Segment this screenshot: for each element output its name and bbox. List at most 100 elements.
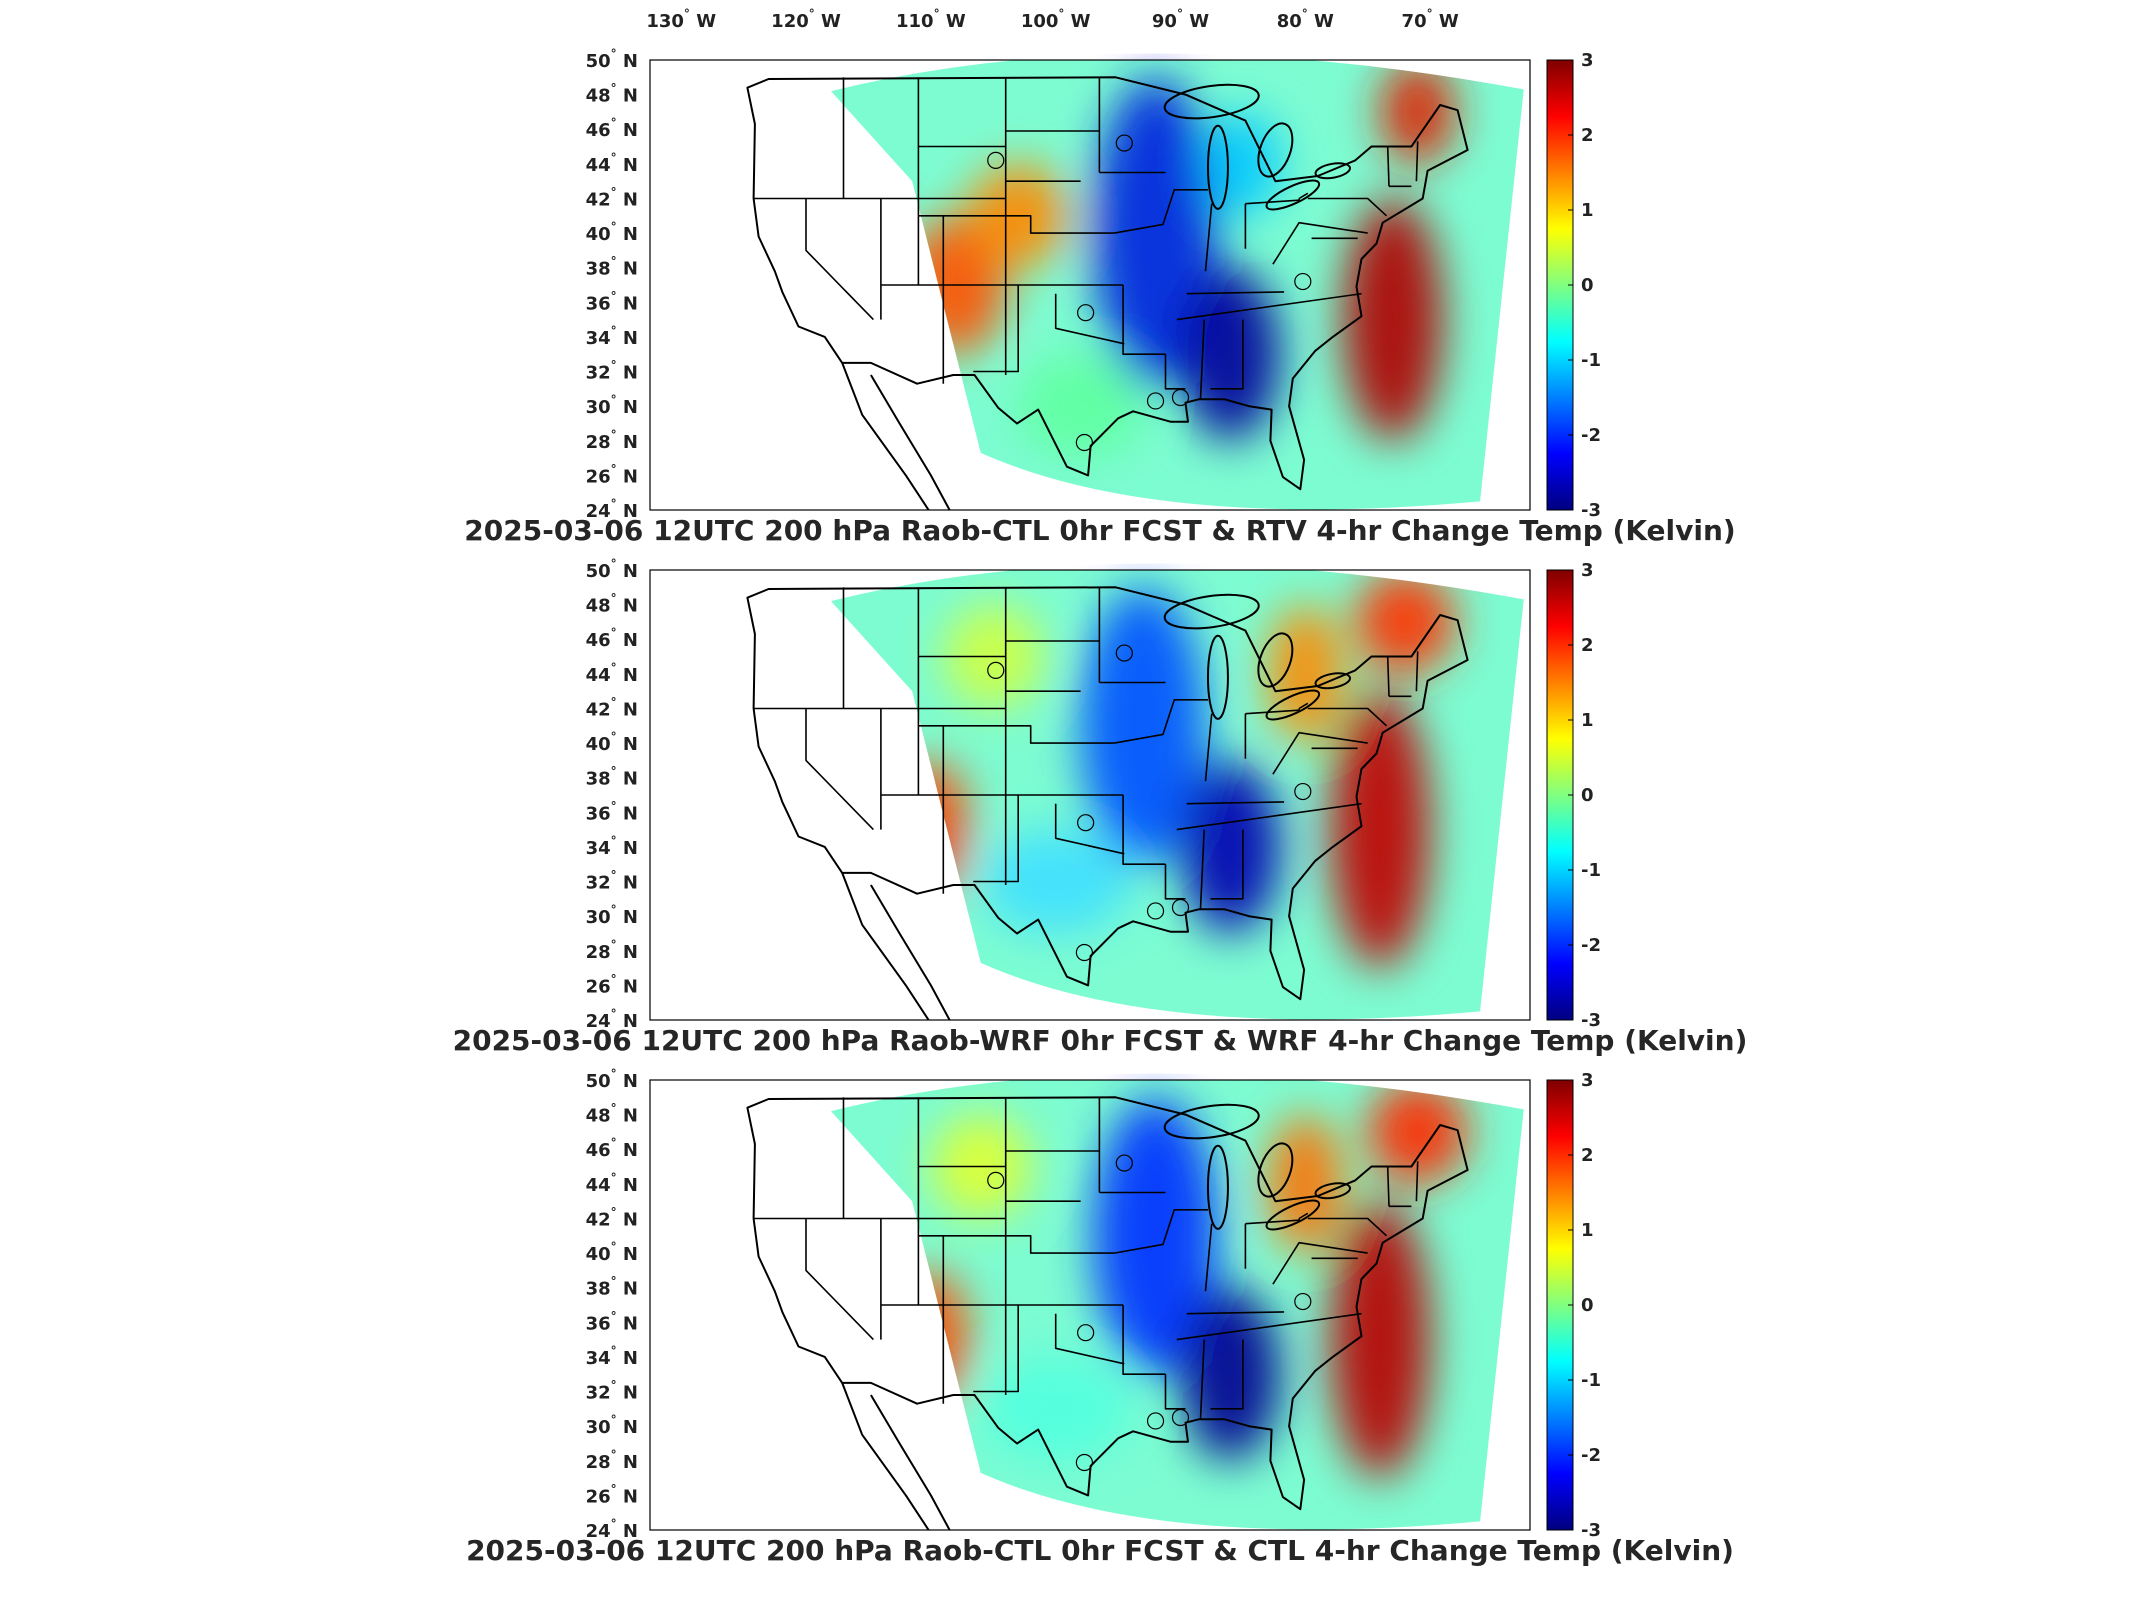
lat-tick-label: 24° N: [586, 497, 638, 522]
lon-tick-label: 90° W: [1152, 7, 1209, 32]
state-border: [1204, 203, 1213, 272]
state-border: [1199, 829, 1205, 910]
state-border: [973, 285, 1019, 373]
anomaly-blob: [980, 1356, 1131, 1461]
state-border: [973, 1305, 1019, 1393]
raob-site-marker: [1294, 1292, 1312, 1311]
lat-tick-label: 50° N: [586, 1067, 638, 1092]
lat-tick-label: 30° N: [586, 1413, 638, 1438]
lat-tick-label: 24° N: [586, 1517, 638, 1542]
lat-tick-label: 44° N: [586, 151, 638, 176]
great-lake: [1265, 179, 1321, 211]
raob-site-marker: [1077, 1324, 1095, 1342]
state-border: [918, 215, 1115, 234]
us-outline: [746, 1096, 1469, 1511]
axes-frame: [649, 569, 1531, 1021]
great-lake: [1314, 672, 1352, 690]
lat-tick-label: 36° N: [586, 799, 638, 824]
lon-tick-label: 100° W: [1021, 7, 1091, 32]
state-border: [1054, 803, 1125, 855]
anomaly-blob: [1330, 691, 1431, 969]
boundaries: [746, 76, 1469, 510]
lat-tick-label: 42° N: [586, 695, 638, 720]
raob-site-marker: [1171, 388, 1190, 407]
lat-tick-label: 34° N: [586, 324, 638, 349]
state-border: [1164, 354, 1186, 390]
great-lake: [1206, 634, 1229, 720]
map-panel-2: 50° N 48° N 46° N 44° N 42° N 40° N 38° N 36° N…: [453, 557, 1748, 1057]
lat-tick-label: 40° N: [586, 730, 638, 755]
colorbar-tick-label: -1: [1581, 350, 1601, 371]
axes-frame: [649, 1079, 1531, 1531]
colorbar: 3 2 1 0 -1 -2 -3: [1546, 560, 1601, 1031]
great-lake: [1163, 1103, 1260, 1140]
mexico-coast: [870, 884, 951, 1020]
lat-tick-label: 50° N: [586, 557, 638, 582]
lat-tick-label: 30° N: [586, 393, 638, 418]
great-lake: [1314, 162, 1352, 180]
map-panel-1: 50° N 48° N 46° N 44° N 42° N 40° N 38° N 36° N…: [464, 7, 1735, 547]
state-border: [973, 795, 1019, 883]
colorbar-tick-label: 2: [1581, 125, 1594, 146]
state-border: [1298, 1212, 1309, 1220]
state-border: [1245, 198, 1300, 205]
great-lake: [1265, 1199, 1321, 1231]
state-border: [1307, 197, 1388, 217]
raob-site-marker: [987, 1171, 1005, 1189]
panel-title: 2025-03-06 12UTC 200 hPa Raob-WRF 0hr FC…: [453, 1024, 1748, 1057]
great-lake: [1206, 124, 1229, 210]
mexico-coast: [870, 1394, 951, 1530]
axes-frame: [649, 59, 1531, 511]
state-border: [1204, 713, 1213, 782]
raob-site-marker: [987, 151, 1005, 169]
state-border: [1272, 731, 1368, 775]
state-border: [1114, 1209, 1208, 1254]
state-border: [1245, 708, 1300, 715]
raob-site-marker: [1146, 392, 1165, 410]
state-border: [1210, 319, 1244, 390]
anomaly-blob: [1367, 1080, 1468, 1184]
raob-site-marker: [1077, 304, 1095, 322]
state-border: [1122, 795, 1166, 865]
panel-title: 2025-03-06 12UTC 200 hPa Raob-CTL 0hr FC…: [466, 1534, 1734, 1567]
state-border: [918, 725, 1115, 744]
lat-tick-label: 30° N: [586, 903, 638, 928]
raob-site-marker: [1294, 782, 1312, 801]
lat-tick-label: 46° N: [586, 626, 638, 651]
colorbar-tick-label: -1: [1581, 860, 1601, 881]
state-border: [1122, 1305, 1166, 1375]
lat-tick-label: 50° N: [586, 47, 638, 72]
colorbar-tick-label: 2: [1581, 1145, 1594, 1166]
anomaly-blob: [1380, 60, 1456, 164]
panel-title: 2025-03-06 12UTC 200 hPa Raob-CTL 0hr FC…: [464, 514, 1735, 547]
colorbar-tick-label: 2: [1581, 635, 1594, 656]
state-border: [1199, 319, 1205, 400]
lat-tick-label: 36° N: [586, 289, 638, 314]
state-border: [1122, 285, 1166, 355]
colorbar-tick-label: -3: [1581, 1010, 1601, 1031]
lat-tick-label: 46° N: [586, 116, 638, 141]
state-border: [805, 198, 874, 321]
colorbar-tick-label: -3: [1581, 500, 1601, 521]
us-outline: [746, 76, 1469, 491]
lat-tick-label: 26° N: [586, 462, 638, 487]
anomaly-blob: [1093, 1097, 1218, 1375]
raob-site-marker: [1171, 1408, 1190, 1427]
lat-tick-label: 26° N: [586, 972, 638, 997]
state-border: [1415, 651, 1419, 692]
anomaly-blob: [1018, 354, 1144, 459]
raob-site-marker: [1146, 1412, 1165, 1430]
raob-site-marker: [1115, 134, 1133, 152]
lat-tick-label: 32° N: [586, 359, 638, 384]
colorbar-tick-label: -2: [1581, 1445, 1601, 1466]
lat-tick-label: 48° N: [586, 82, 638, 107]
raob-site-marker: [1075, 943, 1093, 962]
state-border: [1164, 864, 1186, 900]
state-border: [918, 1235, 1115, 1254]
state-border: [1386, 1166, 1390, 1207]
lon-tick-label: 130° W: [646, 7, 716, 32]
lon-tick-label: 110° W: [896, 7, 966, 32]
anomaly-blob: [1093, 77, 1218, 389]
baja-coast: [841, 362, 930, 510]
